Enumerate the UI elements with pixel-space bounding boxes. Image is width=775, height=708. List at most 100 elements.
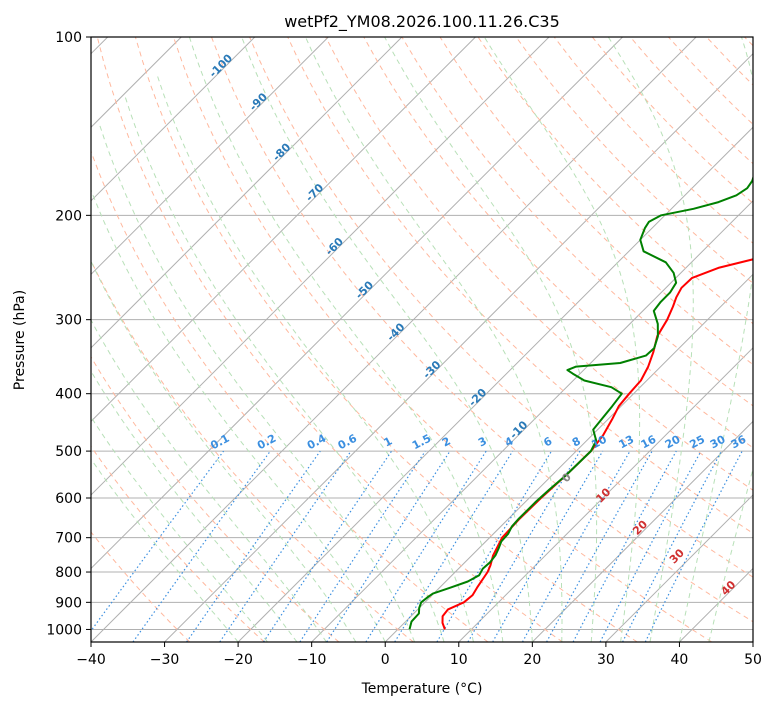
y-tick-label: 600 [55,491,82,507]
dry-adiabat [96,37,563,642]
moist-adiabat [188,37,504,642]
isotherm-line [311,200,753,642]
dry-adiabat [439,37,753,366]
x-tick-label: −10 [297,652,327,668]
mixing-ratio-label: 0.1 [208,432,231,453]
isotherm-line [679,567,753,642]
dry-adiabat [134,37,638,642]
mixing-ratio-label: 20 [663,433,683,452]
isotherm-line [91,37,256,202]
sounding-curves [408,174,753,630]
isotherm-label: -80 [270,140,293,163]
dewpoint-curve [408,174,753,630]
dry-adiabat [91,355,340,642]
isotherm-line [237,126,753,642]
dry-adiabat [706,37,753,86]
dry-adiabat [173,37,713,642]
mixing-ratio-line [132,450,271,642]
background-lines [91,37,753,642]
mixing-ratio-line [262,450,393,642]
isotherm-line [458,347,753,642]
y-tick-label: 500 [55,444,82,460]
isotherm-label: -60 [323,235,346,258]
mixing-ratio-label: 0.6 [336,432,360,453]
mixing-ratio-line [644,450,743,642]
temperature-curve [441,258,753,630]
mixing-ratio-label: 13 [617,433,637,452]
moist-adiabat [91,416,268,642]
dry-adiabat [91,445,265,642]
mixing-ratio-line [365,450,487,642]
mixing-ratio-line [572,450,677,642]
x-tick-label: 10 [450,652,468,668]
dry-adiabat [401,37,753,407]
y-axis-label: Pressure (hPa) [12,290,28,390]
mixing-ratio-label: 25 [687,433,707,452]
chart-title: wetPf2_YM08.2026.100.11.26.C35 [284,12,560,32]
mixing-ratio-label: 36 [729,433,749,452]
dry-adiabat [668,37,753,126]
mixing-ratio-line [436,450,553,642]
moist-adiabat [91,260,357,642]
x-tick-label: −30 [150,652,180,668]
x-tick-label: −20 [223,652,253,668]
isotherm-label: -40 [384,320,407,343]
y-tick-label: 300 [55,313,82,329]
isotherm-label: -70 [303,181,326,204]
moist-adiabat-label: 40 [718,578,738,598]
dry-adiabat [91,531,191,642]
moist-adiabat [156,72,474,642]
x-tick-label: 30 [597,652,615,668]
dry-adiabat [287,37,753,534]
mixing-ratio-label: 6 [541,434,554,449]
dry-adiabat [591,37,753,204]
y-tick-label: 400 [55,387,82,403]
mixing-ratio-label: 10 [589,433,609,452]
mixing-ratio-label: 0.2 [255,432,278,453]
y-tick-label: 900 [55,595,82,611]
moist-adiabat [123,94,445,642]
mixing-ratio-label: 16 [639,433,659,452]
mixing-ratio-label: 3 [476,434,489,449]
moist-adiabat [98,123,416,642]
mixing-ratio-label: 1.5 [410,432,433,453]
y-tick-label: 100 [55,30,82,46]
x-tick-label: 50 [744,652,762,668]
x-axis-ticks: −40 −30 −20 −10 0 10 20 30 40 50 [76,642,762,668]
isotherm-line [91,37,550,496]
line-labels: 0.1 0.2 0.4 0.6 1 1.5 2 3 4 6 8 10 13 16 20 25 30 36-100-… [207,51,749,598]
mixing-ratio-line [186,450,321,642]
isotherm-label: -90 [247,90,270,113]
isotherm-label: -100 [207,51,236,80]
x-tick-label: 20 [523,652,541,668]
isotherm-line [91,37,697,642]
mixing-ratio-label: 30 [708,433,728,452]
moist-adiabat [91,458,239,642]
x-tick-label: 40 [671,652,689,668]
dry-adiabat [211,37,753,623]
mixing-ratio-label: 0.4 [305,432,329,453]
isotherm-line [531,420,753,642]
y-axis-ticks: 1000 900 800 700 600 500 400 300 200 100 [46,30,91,638]
dry-adiabat [744,37,753,47]
y-tick-label: 1000 [46,622,82,638]
moist-adiabat [483,37,641,642]
dry-adiabat [515,37,753,284]
moist-adiabat [91,188,386,642]
y-tick-label: 700 [55,531,82,547]
dry-adiabat [91,149,489,642]
isotherm-line [91,37,329,276]
y-tick-label: 800 [55,565,82,581]
dry-adiabat [553,37,753,244]
mixing-ratio-line [394,450,514,642]
moist-adiabat [607,37,694,642]
mixing-ratio-line [219,450,352,642]
plot-frame [90,36,754,643]
mixing-ratio-line [521,450,631,642]
mixing-ratio-line [299,450,426,642]
y-tick-label: 200 [55,208,82,224]
isotherm-line [91,37,476,423]
isotherm-label: -50 [353,278,376,301]
dry-adiabat [249,37,753,578]
